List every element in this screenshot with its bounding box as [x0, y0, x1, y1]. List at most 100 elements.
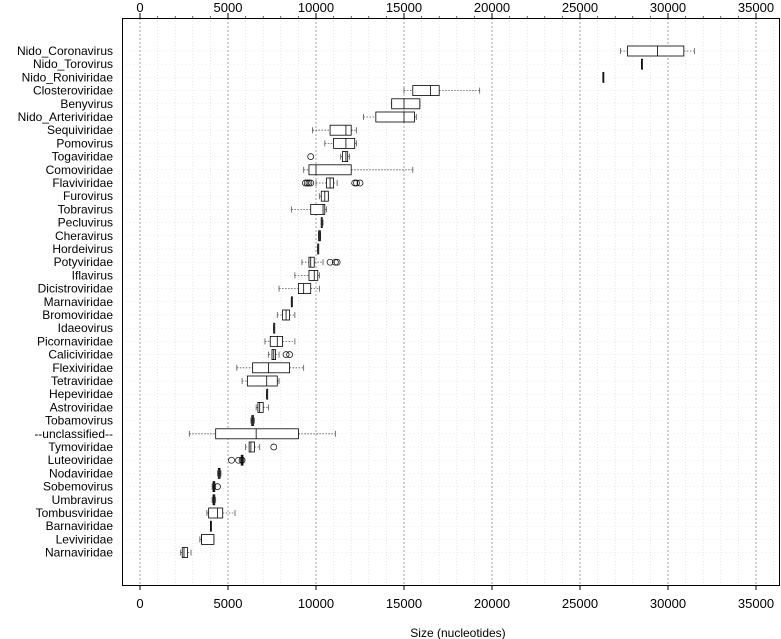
box-narnaviridae: [180, 547, 192, 558]
box-cheravirus: [318, 230, 321, 242]
category-label: Barnaviridae: [46, 519, 114, 533]
box-barnaviridae: [209, 520, 212, 532]
category-label: Nido_Torovirus: [33, 57, 113, 71]
x-tick-label-top: 0: [136, 0, 143, 15]
plot-frame: [122, 18, 780, 586]
box-picornaviridae: [264, 335, 296, 347]
category-label: Nodaviridae: [49, 466, 113, 480]
category-label: Iflavirus: [72, 268, 113, 282]
box-tombusviridae: [206, 507, 236, 519]
box-pecluvirus: [320, 217, 324, 229]
box-dicistroviridae: [278, 283, 320, 295]
box-astroviridae: [255, 401, 269, 413]
box-flexiviridae: [236, 362, 305, 374]
box-iqr: [308, 269, 319, 281]
category-label: Tymoviridae: [48, 440, 113, 454]
outlier-point: [356, 179, 364, 187]
box-sequiviridae: [312, 124, 357, 136]
x-tick-label-top: 5000: [214, 0, 243, 15]
x-tick-label-bottom: 0: [136, 596, 143, 611]
outlier-point: [238, 456, 246, 464]
x-tick-label-top: 35000: [738, 0, 774, 15]
category-label: Flaviviridae: [52, 176, 113, 190]
category-label: Tobamovirus: [45, 414, 113, 428]
category-label-layer: Nido_CoronavirusNido_TorovirusNido_Roniv…: [17, 44, 113, 560]
x-tick-label-bottom: 25000: [562, 596, 598, 611]
box-unclassified: [188, 428, 336, 440]
outlier-point: [282, 351, 290, 358]
outlier-point: [303, 179, 311, 187]
box-iqr: [333, 137, 356, 149]
box-flaviviridae: [302, 177, 364, 189]
box-umbravirus: [211, 494, 217, 506]
outlier-point: [353, 179, 360, 187]
category-label: Closteroviridae: [33, 84, 113, 98]
category-label: Picornaviridae: [37, 334, 113, 348]
x-tick-label-top: 20000: [474, 0, 510, 15]
box-furovirus: [319, 190, 329, 202]
outlier-point: [270, 443, 278, 451]
x-tick-label-bottom: 30000: [650, 596, 686, 611]
outlier-point: [351, 179, 359, 187]
category-label: Nido_Coronavirus: [17, 44, 113, 58]
category-label: Nido_Arteriviridae: [18, 110, 114, 124]
box-luteoviridae: [228, 454, 246, 466]
category-label: Potyviridae: [54, 255, 114, 269]
outlier-point: [214, 483, 221, 490]
box-idaeovirus: [273, 322, 276, 334]
box-benyvirus: [391, 98, 421, 110]
grid-layer: [122, 18, 780, 585]
category-label: Togaviridae: [52, 150, 114, 164]
box-layer: [180, 45, 695, 558]
outlier-point: [286, 351, 293, 358]
category-label: Leviviridae: [56, 532, 114, 546]
category-label: Umbravirus: [52, 493, 113, 507]
box-tobravirus: [290, 203, 327, 215]
box-iqr: [310, 203, 326, 215]
box-comoviridae: [303, 164, 414, 176]
x-tick-label-top: 25000: [562, 0, 598, 15]
box-bromoviridae: [276, 309, 296, 321]
box-iqr: [391, 98, 421, 110]
outlier-point: [235, 456, 242, 464]
box-tetraviridae: [241, 375, 280, 387]
category-label: Marnaviridae: [44, 295, 114, 309]
box-iqr: [308, 256, 315, 268]
box-iqr: [341, 151, 349, 163]
category-label: Sobemovirus: [43, 480, 113, 494]
x-axis-label: Size (nucleotides): [410, 626, 505, 639]
box-iqr: [246, 375, 278, 387]
category-label: Hepeviridae: [49, 387, 113, 401]
outlier-point: [302, 179, 309, 187]
x-tick-label-bottom: 15000: [386, 596, 422, 611]
x-tick-label-bottom: 5000: [214, 596, 243, 611]
category-label: Bromoviridae: [42, 308, 113, 322]
category-label: Astroviridae: [50, 400, 114, 414]
box-iqr: [181, 547, 188, 558]
box-iqr: [252, 362, 290, 374]
category-label: Dicistroviridae: [38, 282, 114, 296]
box-iflavirus: [294, 269, 320, 281]
box-sobemovirus: [211, 481, 221, 493]
box-iqr: [329, 124, 352, 136]
box-leviviridae: [199, 534, 215, 545]
box-iqr: [375, 111, 415, 123]
outlier-point: [307, 153, 315, 160]
box-togaviridae: [307, 151, 350, 163]
box-marnaviridae: [290, 296, 293, 308]
category-label: Tobravirus: [58, 202, 113, 216]
box-iqr: [297, 283, 312, 295]
box-iqr: [215, 428, 299, 440]
box-potyviridae: [301, 256, 341, 268]
category-label: Comoviridae: [46, 163, 114, 177]
category-label: Benyvirus: [60, 97, 113, 111]
category-label: Caliciviridae: [48, 348, 113, 362]
category-label: Tetraviridae: [51, 374, 113, 388]
box-iqr: [412, 85, 440, 96]
outlier-point: [326, 258, 334, 266]
box-nodaviridae: [217, 467, 222, 479]
box-nido-coronavirus: [620, 45, 695, 57]
box-caliciviridae: [268, 349, 293, 361]
axis-layer: 0 0 5000 5000 10000 10000 15000 15000 20000 20000…: [136, 0, 774, 611]
